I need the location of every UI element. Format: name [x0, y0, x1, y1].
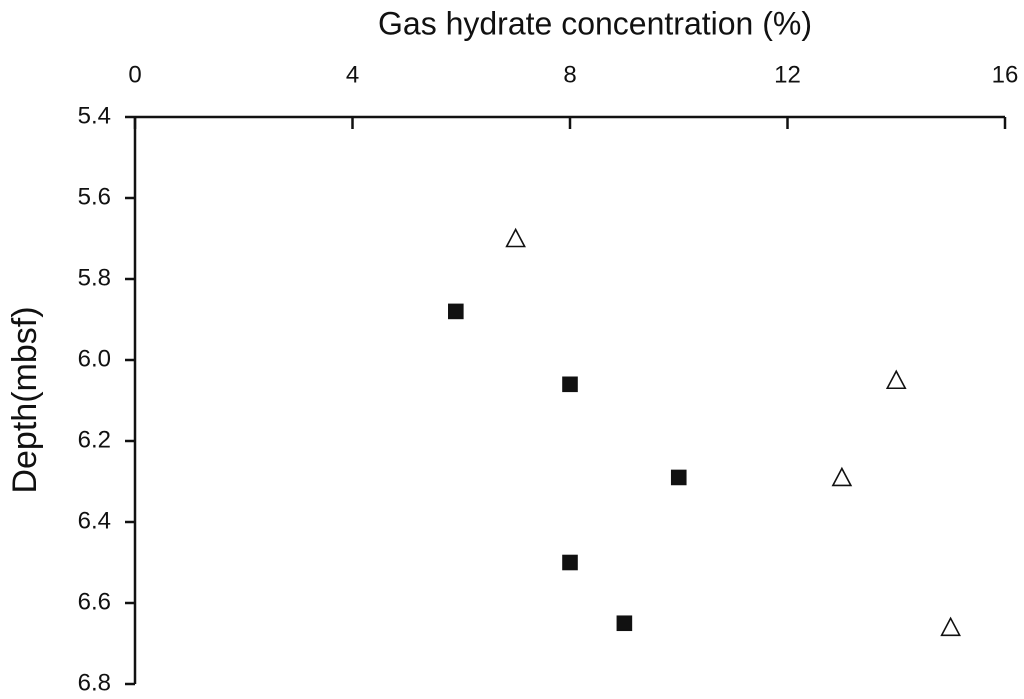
triangle-marker: [831, 466, 853, 487]
triangle-marker: [505, 227, 526, 248]
x-tick-label: 12: [774, 61, 801, 88]
square-marker: [448, 303, 464, 320]
y-tick-label: 6.8: [78, 669, 111, 696]
y-axis-label: Depth(mbsf): [6, 306, 44, 493]
square-marker: [670, 469, 687, 486]
x-tick-label: 8: [563, 61, 576, 88]
y-tick-label: 6.0: [78, 345, 111, 372]
y-tick-label: 6.4: [78, 507, 111, 534]
x-tick-label: 0: [128, 61, 141, 88]
y-tick-label: 6.6: [78, 588, 111, 615]
y-tick-label: 6.2: [78, 426, 111, 453]
triangle-marker: [940, 616, 961, 637]
square-marker: [562, 554, 578, 571]
triangle-marker: [885, 369, 907, 390]
chart-title: Gas hydrate concentration (%): [378, 5, 812, 41]
x-tick-label: 16: [992, 61, 1019, 88]
y-tick-label: 5.4: [78, 102, 111, 129]
y-tick-label: 5.6: [78, 183, 111, 210]
y-tick-label: 5.8: [78, 264, 111, 291]
square-marker: [616, 615, 633, 632]
x-tick-label: 4: [346, 61, 359, 88]
square-marker: [562, 376, 578, 393]
